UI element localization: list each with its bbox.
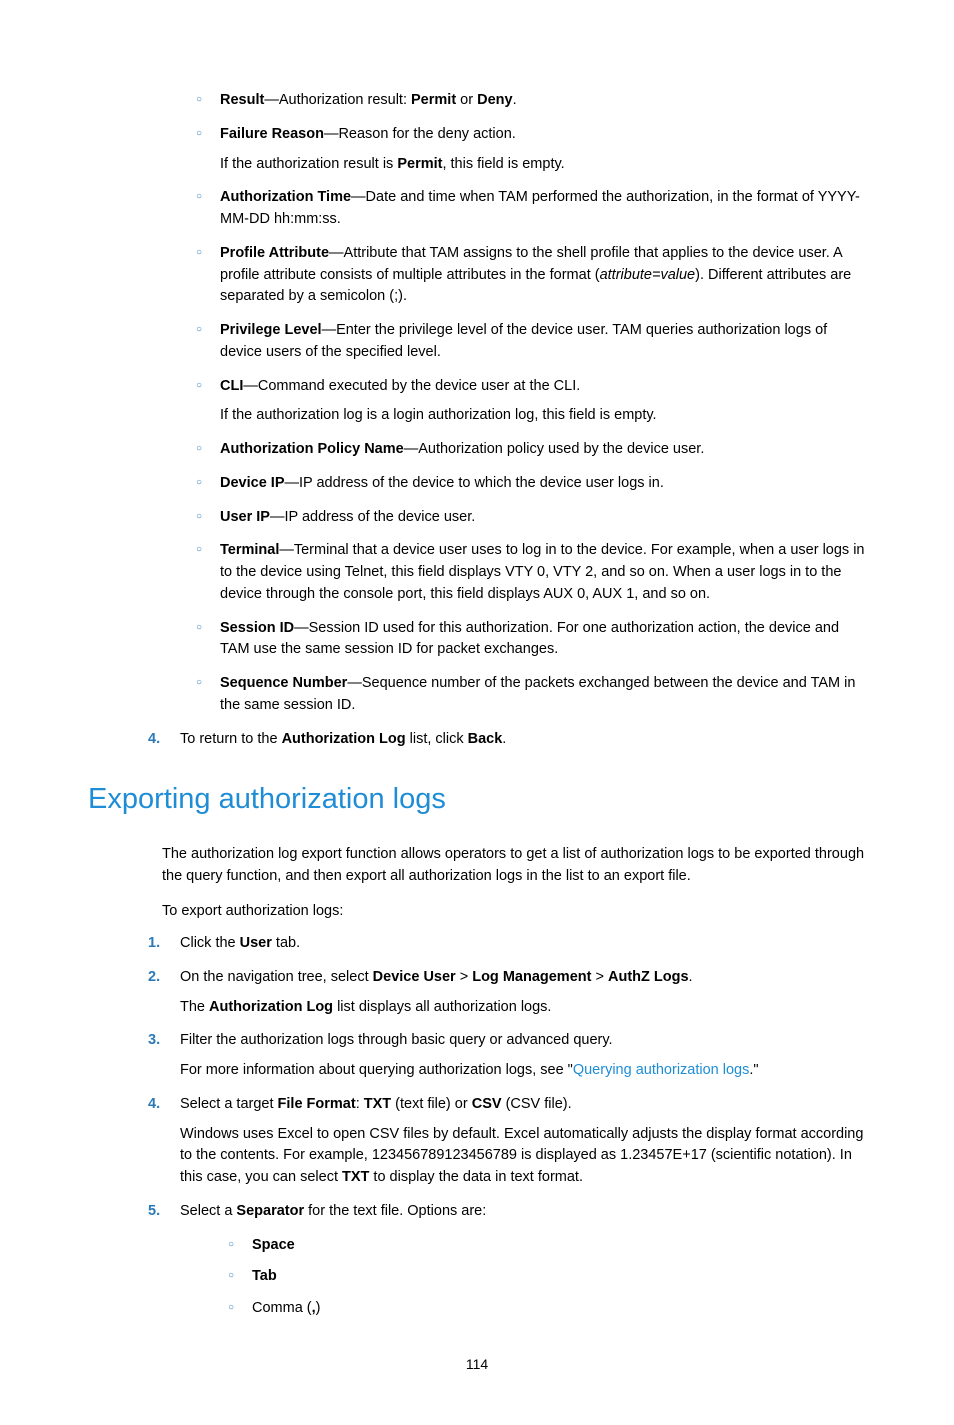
field-profile-attribute: Profile Attribute—Attribute that TAM ass…: [196, 243, 866, 308]
field-user-ip: User IP—IP address of the device user.: [196, 507, 866, 529]
step-select-file-format: 4. Select a target File Format: TXT (tex…: [148, 1094, 866, 1189]
step-click-user-tab: 1. Click the User tab.: [148, 933, 866, 955]
step-navigate-authz-logs: 2. On the navigation tree, select Device…: [148, 967, 866, 1019]
export-steps-list: 1. Click the User tab. 2. On the navigat…: [148, 933, 866, 1223]
separator-tab: Tab: [228, 1266, 866, 1288]
return-step-list: 4. To return to the Authorization Log li…: [148, 729, 866, 751]
step-filter-logs: 3. Filter the authorization logs through…: [148, 1030, 866, 1082]
field-cli: CLI—Command executed by the device user …: [196, 376, 866, 428]
field-privilege-level: Privilege Level—Enter the privilege leve…: [196, 320, 866, 364]
field-definitions-list: Result—Authorization result: Permit or D…: [196, 90, 866, 717]
separator-options-list: Space Tab Comma (,): [228, 1235, 866, 1320]
field-session-id: Session ID—Session ID used for this auth…: [196, 618, 866, 662]
intro-paragraph: The authorization log export function al…: [162, 844, 866, 888]
field-authorization-time: Authorization Time—Date and time when TA…: [196, 187, 866, 231]
step-return-back: 4. To return to the Authorization Log li…: [148, 729, 866, 751]
field-device-ip: Device IP—IP address of the device to wh…: [196, 473, 866, 495]
separator-space: Space: [228, 1235, 866, 1257]
section-heading-exporting: Exporting authorization logs: [88, 778, 866, 822]
separator-comma: Comma (,): [228, 1298, 866, 1320]
page-number: 114: [88, 1354, 866, 1375]
field-terminal: Terminal—Terminal that a device user use…: [196, 540, 866, 605]
step-select-separator: 5. Select a Separator for the text file.…: [148, 1201, 866, 1223]
link-querying-authorization-logs[interactable]: Querying authorization logs: [573, 1062, 750, 1078]
field-failure-reason: Failure Reason—Reason for the deny actio…: [196, 124, 866, 176]
field-result: Result—Authorization result: Permit or D…: [196, 90, 866, 112]
lead-in-text: To export authorization logs:: [162, 901, 866, 923]
field-sequence-number: Sequence Number—Sequence number of the p…: [196, 673, 866, 717]
field-authorization-policy-name: Authorization Policy Name—Authorization …: [196, 439, 866, 461]
